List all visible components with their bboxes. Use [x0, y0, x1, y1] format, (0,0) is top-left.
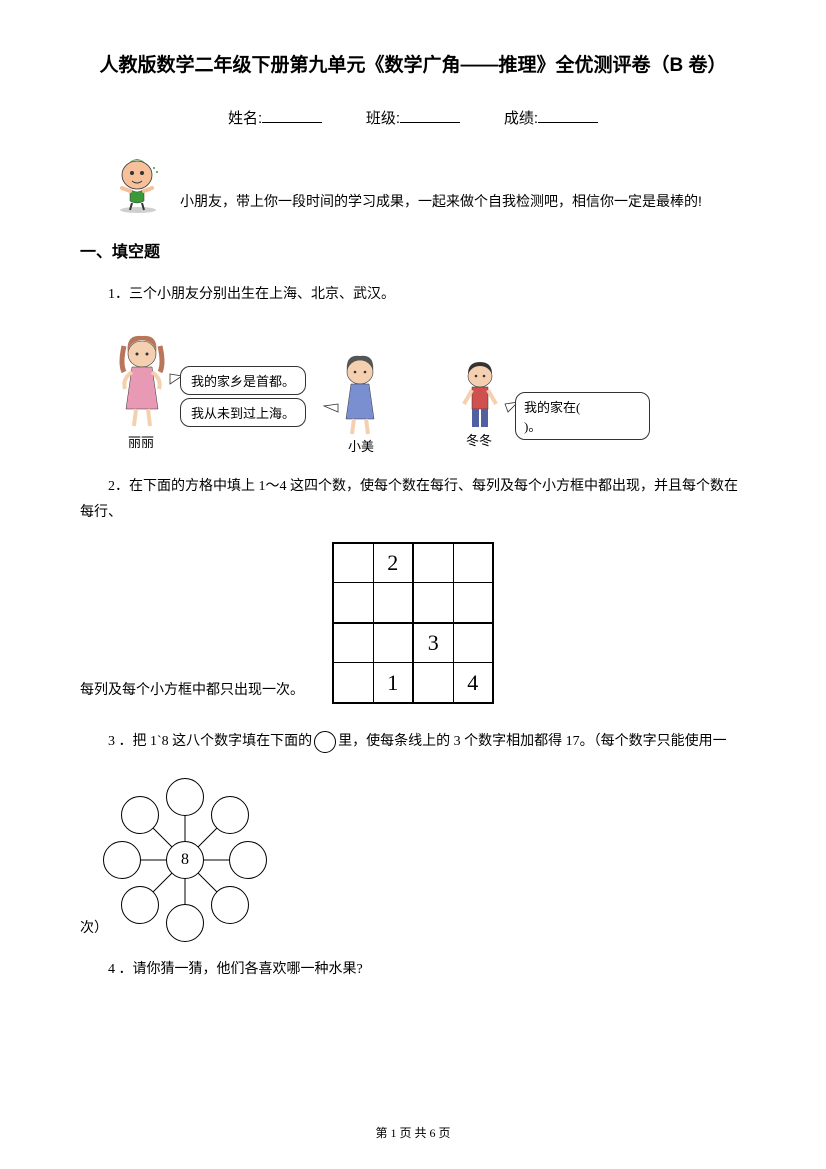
sudoku-cell[interactable] [333, 583, 373, 623]
speech-bubble-1: 我的家乡是首都。 [180, 366, 306, 395]
question-2-grid-row: 2 3 1 4 每列及每个小方框中都 [80, 542, 746, 709]
sudoku-cell[interactable]: 1 [373, 663, 413, 703]
page-footer: 第 1 页 共 6 页 [0, 1124, 826, 1141]
speech-3-pre: 我的家在( [524, 400, 580, 415]
score-label: 成绩: [504, 110, 538, 127]
char-lili-label: 丽丽 [128, 432, 154, 451]
sudoku-cell[interactable] [453, 623, 493, 663]
section-1-heading: 一、填空题 [80, 238, 746, 262]
sudoku-cell[interactable] [453, 583, 493, 623]
speech-bubble-3: 我的家在( )。 [515, 392, 650, 440]
sudoku-cell[interactable]: 4 [453, 663, 493, 703]
class-blank[interactable] [400, 109, 460, 123]
encouragement-text: 小朋友，带上你一段时间的学习成果，一起来做个自我检测吧，相信你一定是最棒的! [180, 191, 702, 213]
sudoku-cell[interactable] [373, 623, 413, 663]
page-title: 人教版数学二年级下册第九单元《数学广角——推理》全优测评卷（B 卷） [80, 50, 746, 77]
sudoku-cell[interactable] [413, 583, 453, 623]
sudoku-cell[interactable] [373, 583, 413, 623]
sudoku-cell[interactable]: 2 [373, 543, 413, 583]
char-xiaomei-label: 小美 [348, 436, 374, 455]
question-2b: 每列及每个小方框中都只出现一次。 [80, 678, 304, 705]
sudoku-cell[interactable] [333, 663, 373, 703]
sudoku-cell[interactable] [413, 663, 453, 703]
question-3a: 3 ．把 1`8 这八个数字填在下面的 里，使每条线上的 3 个数字相加都得 17… [80, 729, 746, 756]
sudoku-cell[interactable] [333, 543, 373, 583]
score-blank[interactable] [538, 109, 598, 123]
inline-circle-icon [314, 731, 336, 753]
student-fields: 姓名: 班级: 成绩: [80, 107, 746, 128]
speech-bubble-2: 我从未到过上海。 [180, 398, 306, 427]
question-2a: 2．在下面的方格中填上 1〜4 这四个数，使每个数在每行、每列及每个小方框中都出… [80, 474, 746, 527]
class-label: 班级: [366, 110, 400, 127]
sudoku-cell[interactable] [333, 623, 373, 663]
char-dongdong-label: 冬冬 [466, 430, 492, 449]
page-current: 1 [390, 1126, 396, 1140]
q3-text-b: 里，使每条线上的 3 个数字相加都得 17。（每个数字只能使用一 [338, 734, 727, 749]
mascot-icon [110, 153, 165, 213]
sudoku-cell[interactable] [413, 543, 453, 583]
name-label: 姓名: [228, 110, 262, 127]
sudoku-grid: 2 3 1 4 [332, 542, 494, 704]
sudoku-cell[interactable]: 3 [413, 623, 453, 663]
encouragement-row: 小朋友，带上你一段时间的学习成果，一起来做个自我检测吧，相信你一定是最棒的! [80, 153, 746, 213]
question-4: 4 ．请你猜一猜，他们各喜欢哪一种水果? [80, 957, 746, 984]
question-1: 1．三个小朋友分别出生在上海、北京、武汉。 [80, 282, 746, 309]
speech-3-post: )。 [524, 419, 541, 434]
q3-text-a: 3 ．把 1`8 这八个数字填在下面的 [108, 734, 312, 749]
radial-diagram: 8 [100, 775, 270, 945]
page-total: 6 [430, 1126, 436, 1140]
question-1-illustration: 我的家乡是首都。 我从未到过上海。 我的家在( )。 丽丽 小美 冬冬 [110, 324, 650, 454]
sudoku-cell[interactable] [453, 543, 493, 583]
name-blank[interactable] [262, 109, 322, 123]
